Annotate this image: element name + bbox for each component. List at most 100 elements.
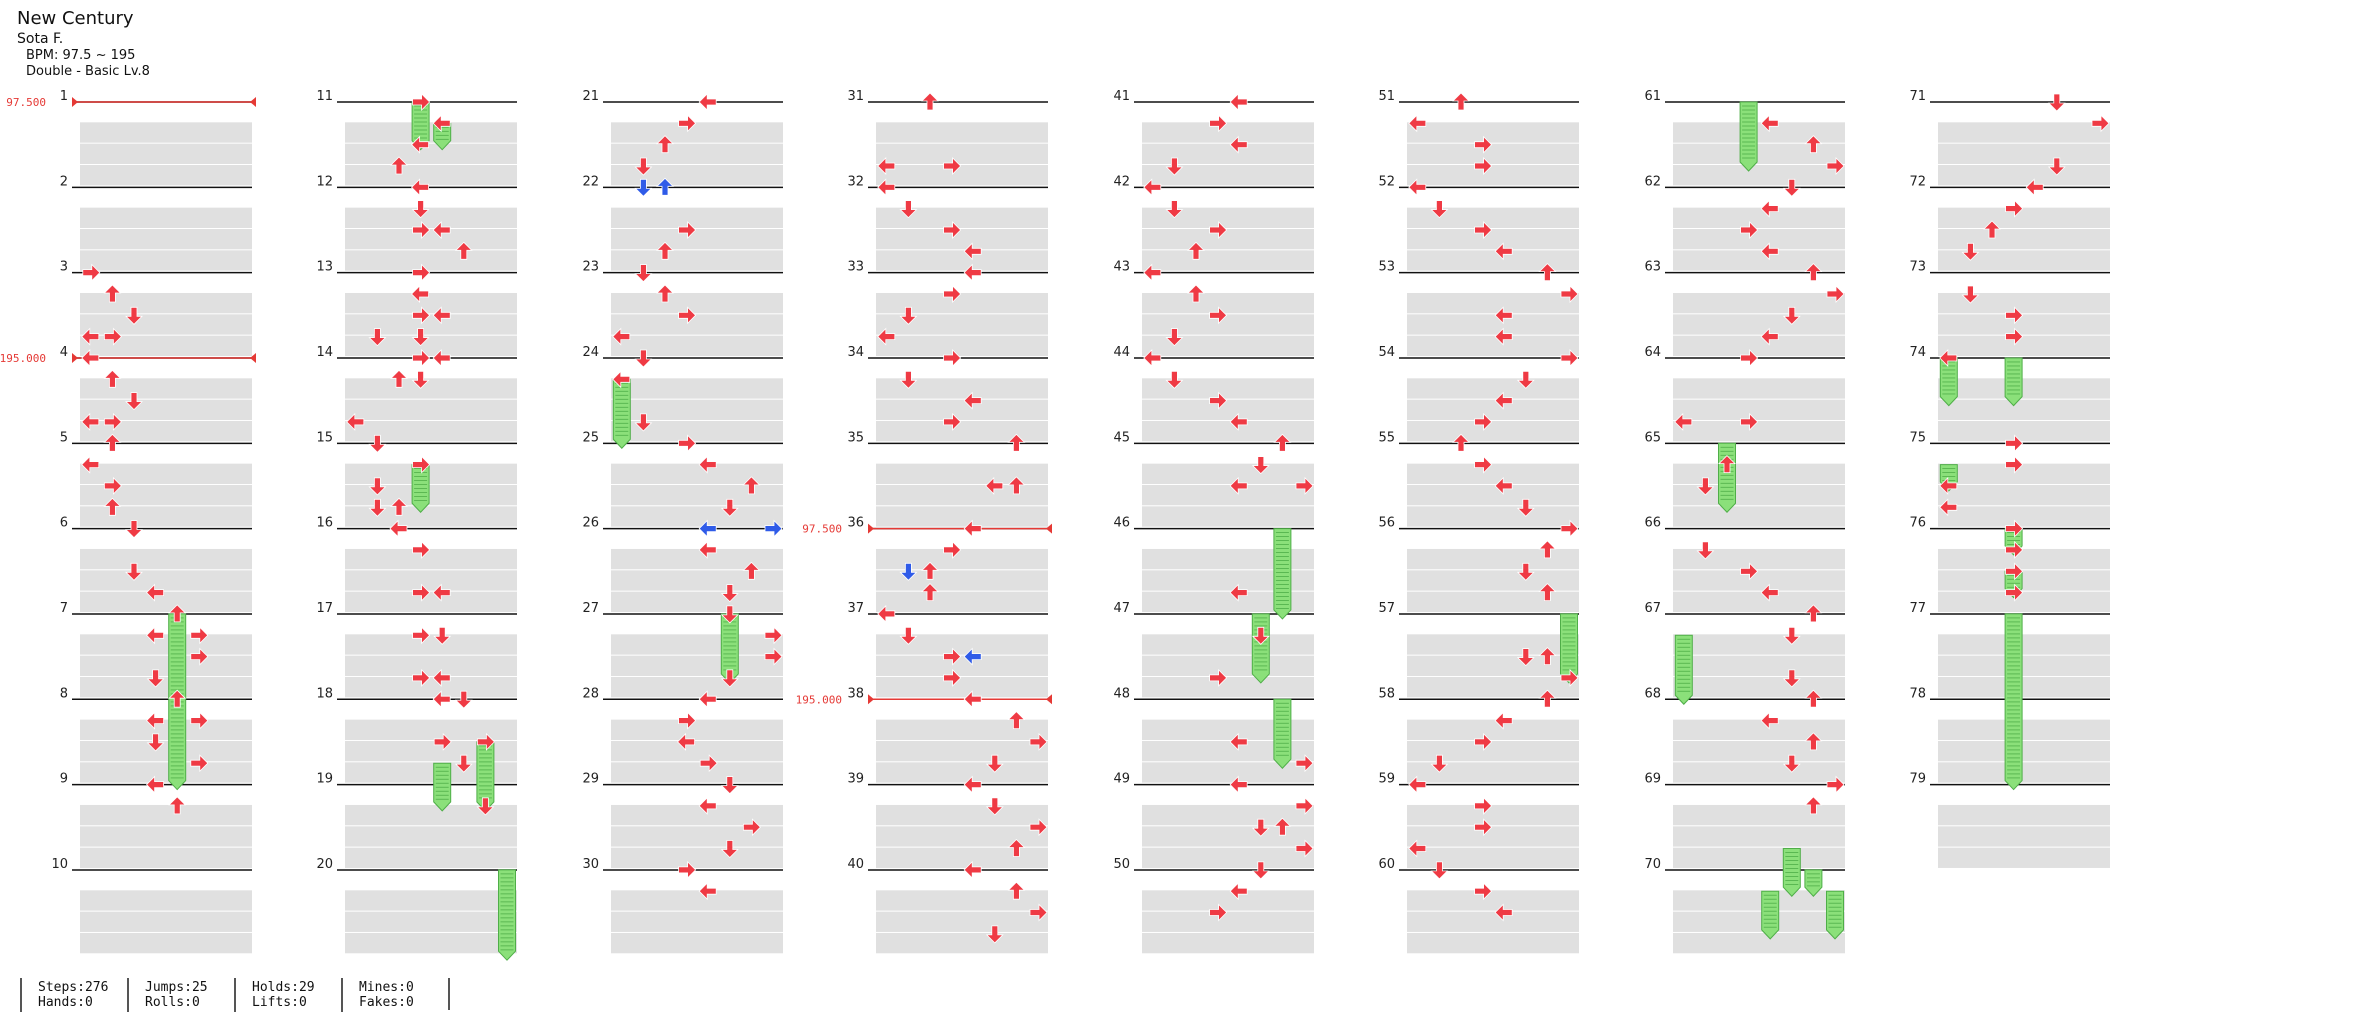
beat-band bbox=[1407, 570, 1579, 591]
stat-cell-mines: Mines:0 Fakes:0 bbox=[341, 978, 414, 1012]
arrow-up-icon bbox=[1983, 220, 2001, 239]
stat-cell-jumps: Jumps:25 Rolls:0 bbox=[127, 978, 208, 1012]
beat-band bbox=[1673, 420, 1845, 442]
arrow-right-icon bbox=[943, 540, 962, 559]
arrow-up-icon bbox=[656, 241, 674, 260]
beat-band bbox=[1673, 740, 1845, 762]
measure-number: 36 bbox=[847, 516, 864, 531]
hold-note bbox=[1718, 442, 1736, 513]
stat-fakes: Fakes:0 bbox=[359, 995, 414, 1010]
arrow-left-icon bbox=[432, 221, 451, 239]
beat-band bbox=[345, 570, 517, 591]
beat-band bbox=[1938, 420, 2110, 442]
arrow-right-icon bbox=[1474, 455, 1493, 474]
beat-band bbox=[345, 932, 517, 954]
arrow-down-icon bbox=[899, 306, 918, 325]
arrow-left-icon bbox=[432, 349, 451, 367]
beat-band bbox=[1673, 143, 1845, 164]
arrow-right-icon bbox=[1826, 157, 1845, 175]
measure-number: 30 bbox=[582, 857, 599, 872]
beat-band bbox=[876, 314, 1048, 335]
beat-band bbox=[1407, 207, 1579, 228]
arrow-down-icon bbox=[1782, 669, 1801, 688]
arrow-up-icon bbox=[390, 156, 408, 175]
arrow-down-icon bbox=[454, 690, 473, 709]
arrow-up-icon bbox=[1007, 476, 1026, 495]
arrow-left-icon bbox=[963, 242, 982, 261]
arrow-left-icon bbox=[698, 540, 717, 559]
beat-band bbox=[345, 506, 517, 527]
beat-band bbox=[1938, 826, 2110, 847]
bpm-change-marker: 195.000 bbox=[0, 352, 256, 365]
arrow-right-icon bbox=[678, 860, 697, 879]
beat-band bbox=[1142, 591, 1314, 612]
arrow-down-icon bbox=[899, 200, 918, 219]
arrow-up-icon bbox=[390, 497, 408, 516]
arrow-left-icon bbox=[877, 178, 896, 197]
stat-jumps: Jumps:25 bbox=[145, 980, 208, 995]
arrow-down-icon bbox=[368, 328, 387, 347]
beat-band bbox=[611, 207, 783, 228]
measure-number: 35 bbox=[847, 430, 864, 445]
arrow-down-icon bbox=[1961, 242, 1980, 261]
arrow-left-icon bbox=[81, 327, 100, 346]
arrow-right-icon bbox=[412, 583, 431, 602]
arrow-down-icon bbox=[1516, 498, 1535, 517]
measure-number: 70 bbox=[1644, 857, 1661, 872]
arrow-left-icon bbox=[1760, 242, 1779, 261]
arrow-up-icon bbox=[168, 689, 187, 708]
beat-band bbox=[1142, 719, 1314, 740]
arrow-right-icon bbox=[764, 626, 783, 645]
beat-band bbox=[611, 122, 783, 143]
beat-band bbox=[1673, 228, 1845, 250]
arrow-right-icon bbox=[433, 732, 452, 751]
measure-number: 47 bbox=[1113, 601, 1130, 616]
arrow-left-icon bbox=[146, 626, 165, 645]
beat-band bbox=[80, 634, 252, 655]
arrow-right-icon bbox=[1295, 796, 1314, 815]
arrow-right-icon bbox=[1295, 476, 1314, 495]
measure-number: 52 bbox=[1378, 174, 1395, 189]
hold-body bbox=[1674, 634, 1693, 705]
measure-number: 14 bbox=[316, 345, 333, 360]
beat-band bbox=[80, 826, 252, 847]
arrow-left-icon bbox=[1229, 882, 1248, 901]
beat-band bbox=[345, 740, 517, 762]
arrow-up-icon bbox=[1804, 135, 1823, 154]
measure-number: 34 bbox=[847, 345, 864, 360]
arrow-left-icon bbox=[1494, 391, 1513, 410]
arrow-right-icon bbox=[943, 157, 962, 175]
beat-band bbox=[80, 890, 252, 911]
arrow-right-icon bbox=[412, 263, 431, 282]
beat-band bbox=[345, 207, 517, 228]
arrow-up-icon bbox=[168, 796, 187, 815]
arrow-up-icon bbox=[1804, 689, 1823, 708]
beat-band bbox=[80, 676, 252, 698]
arrow-left-icon bbox=[698, 796, 717, 815]
measure-column: 1 2 3 4 5 6 7 8 9 10 bbox=[51, 89, 252, 954]
measure-number: 72 bbox=[1909, 174, 1926, 189]
beat-band bbox=[611, 228, 783, 250]
beat-band bbox=[345, 591, 517, 612]
arrow-left-icon bbox=[1494, 711, 1513, 730]
beat-band bbox=[1142, 143, 1314, 164]
arrow-left-icon bbox=[698, 882, 717, 901]
beat-band bbox=[1142, 890, 1314, 911]
arrow-right-icon bbox=[82, 263, 101, 282]
hold-note bbox=[2004, 357, 2023, 407]
beat-band bbox=[611, 762, 783, 783]
hold-note bbox=[1761, 890, 1780, 940]
arrow-right-icon bbox=[1474, 412, 1493, 431]
beat-band bbox=[1673, 314, 1845, 335]
measure-number: 42 bbox=[1113, 174, 1130, 189]
bpm-change-marker: 97.500 bbox=[802, 523, 1052, 536]
beat-band bbox=[611, 890, 783, 911]
beat-band bbox=[611, 719, 783, 740]
bpm-tick-right bbox=[1046, 694, 1052, 705]
arrow-left-icon bbox=[877, 157, 896, 175]
beat-band bbox=[611, 463, 783, 484]
beat-band bbox=[1673, 122, 1845, 143]
beat-band bbox=[611, 164, 783, 186]
arrow-right-icon bbox=[1029, 903, 1048, 922]
measure-number: 29 bbox=[582, 772, 599, 787]
